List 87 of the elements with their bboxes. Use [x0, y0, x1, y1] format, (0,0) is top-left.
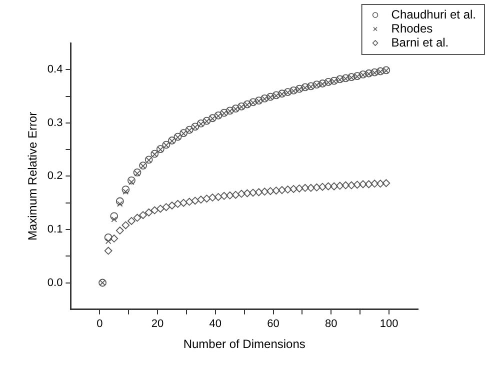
- point: [353, 180, 362, 189]
- point: [360, 72, 366, 78]
- point: [110, 234, 118, 242]
- point: [116, 226, 124, 234]
- point: [254, 188, 263, 196]
- point: [238, 190, 246, 198]
- point: [359, 70, 367, 78]
- point: [110, 212, 118, 220]
- point: [284, 186, 292, 194]
- point: [104, 246, 112, 255]
- point: [324, 182, 332, 190]
- point: [330, 182, 338, 190]
- legend-label: Rhodes: [391, 21, 433, 36]
- point: [128, 217, 136, 225]
- x-axis-title: Number of Dimensions: [183, 337, 306, 352]
- point: [243, 189, 252, 198]
- x-tick-label: 40: [209, 318, 222, 330]
- point: [133, 168, 142, 176]
- y-tick-label: 0.3: [47, 116, 63, 129]
- y-tick-label: 0.1: [47, 224, 63, 236]
- point: [150, 206, 159, 214]
- point: [260, 188, 269, 196]
- y-tick-label: 0.2: [47, 170, 63, 182]
- point: [139, 211, 147, 220]
- point: [180, 198, 188, 207]
- point: [208, 194, 216, 202]
- point: [174, 200, 182, 208]
- point: [370, 180, 379, 188]
- point: [266, 187, 274, 196]
- point: [249, 188, 257, 197]
- point: [226, 191, 234, 200]
- point: [134, 170, 140, 176]
- point: [262, 96, 268, 102]
- point: [324, 78, 332, 86]
- point: [185, 198, 194, 206]
- point: [128, 179, 134, 185]
- point: [191, 196, 200, 205]
- point: [214, 193, 222, 201]
- point: [122, 188, 129, 195]
- point: [306, 184, 315, 192]
- point: [382, 179, 390, 188]
- point: [162, 203, 170, 212]
- legend-label: Barni et al.: [391, 35, 449, 50]
- point: [260, 94, 269, 102]
- point: [232, 190, 240, 199]
- point: [238, 104, 244, 110]
- point: [336, 182, 344, 190]
- point: [116, 197, 124, 206]
- point: [111, 216, 118, 222]
- point: [122, 221, 130, 230]
- point: [202, 194, 211, 203]
- x-tick-label: 100: [380, 318, 398, 330]
- point: [325, 80, 332, 86]
- point: [238, 102, 246, 110]
- point: [104, 234, 112, 242]
- point: [278, 186, 286, 194]
- x-tick-label: 80: [325, 318, 338, 330]
- point: [376, 180, 384, 188]
- y-tick-label: 0.0: [47, 276, 63, 289]
- point: [196, 196, 205, 204]
- point: [364, 180, 373, 188]
- point: [128, 176, 136, 184]
- point: [347, 181, 356, 190]
- point: [290, 88, 296, 94]
- point: [122, 186, 130, 194]
- point: [144, 208, 153, 216]
- point: [168, 202, 176, 210]
- legend-label: Chaudhuri et al.: [391, 7, 476, 22]
- x-tick-label: 20: [151, 318, 164, 330]
- y-axis-title: Maximum Relative Error: [26, 112, 40, 241]
- point: [359, 180, 367, 188]
- point: [342, 181, 350, 190]
- point: [290, 86, 298, 94]
- point: [318, 182, 326, 191]
- point: [220, 192, 228, 200]
- point: [133, 214, 142, 222]
- x-tick-label: 60: [267, 318, 280, 330]
- x-tick-label: 0: [96, 318, 103, 330]
- point: [301, 184, 310, 192]
- point: [312, 183, 321, 192]
- point: [105, 238, 112, 244]
- point: [290, 185, 298, 193]
- point: [272, 186, 280, 195]
- y-tick-label: 0.4: [47, 64, 63, 76]
- point: [116, 200, 123, 207]
- point: [156, 204, 164, 213]
- point: [295, 184, 304, 192]
